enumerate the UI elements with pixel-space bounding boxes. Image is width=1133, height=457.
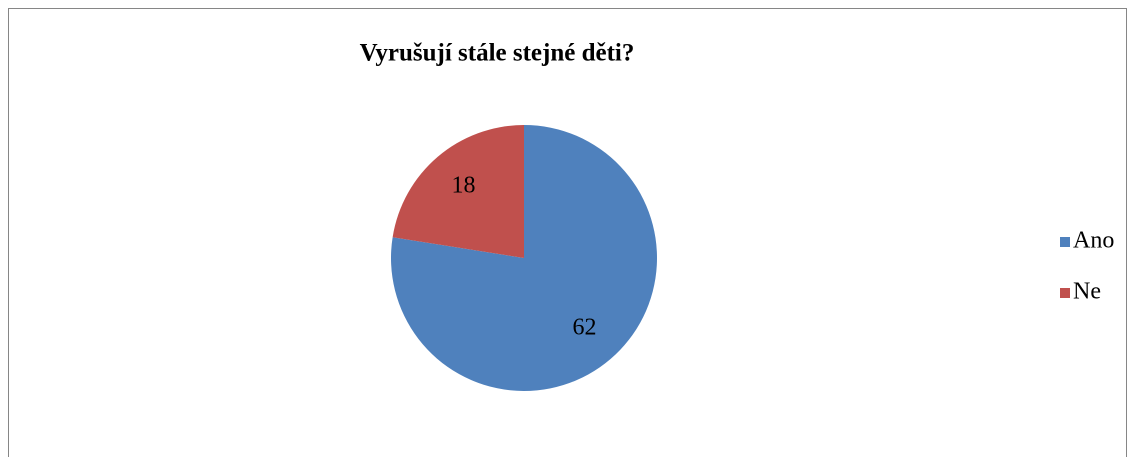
- legend-label: Ne: [1073, 279, 1101, 305]
- legend-swatch: [1060, 288, 1070, 298]
- legend-swatch: [1060, 237, 1070, 247]
- data-label: 62: [572, 314, 596, 340]
- chart-title: Vyrušují stále stejné děti?: [360, 40, 635, 67]
- legend-label: Ano: [1073, 228, 1114, 254]
- data-label: 18: [452, 173, 476, 199]
- pie-slice: [392, 125, 524, 258]
